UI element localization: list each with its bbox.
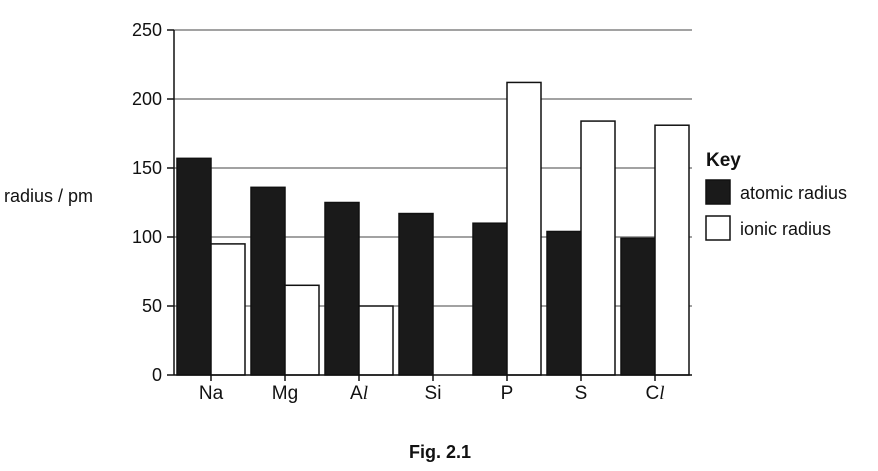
bar-ionic-radius xyxy=(580,120,616,376)
y-tick-label: 0 xyxy=(152,365,162,385)
x-tick-label: Si xyxy=(425,383,442,404)
x-tick-label: P xyxy=(501,383,514,404)
bar-ionic-radius xyxy=(654,124,690,376)
bar-atomic-radius xyxy=(472,222,508,376)
bar-ionic-radius xyxy=(210,243,246,376)
bar-ionic-radius xyxy=(284,284,320,376)
legend-swatch xyxy=(705,179,731,205)
bars xyxy=(176,81,690,376)
x-tick-label: Mg xyxy=(272,383,298,404)
x-tick-label: Cl xyxy=(645,383,664,404)
legend-title: Key xyxy=(706,150,741,171)
bar-atomic-radius xyxy=(324,201,360,376)
legend: Key atomic radius ionic radius xyxy=(705,150,847,241)
x-tick-label: S xyxy=(575,383,588,404)
x-tick-label: Al xyxy=(350,383,368,404)
bar-ionic-radius xyxy=(506,81,542,376)
y-tick-label: 200 xyxy=(132,89,162,109)
y-tick-label: 150 xyxy=(132,158,162,178)
bar-atomic-radius xyxy=(398,212,434,376)
y-tick-label: 250 xyxy=(132,20,162,40)
legend-swatch xyxy=(705,215,731,241)
y-axis-label: radius / pm xyxy=(4,186,93,206)
legend-label: ionic radius xyxy=(740,219,831,239)
bar-atomic-radius xyxy=(546,230,582,376)
axes: 0 50 100 150 200 250 Na Mg Al Si P S Cl xyxy=(132,20,692,404)
x-tick-label: Na xyxy=(199,383,224,404)
bar-atomic-radius xyxy=(250,186,286,376)
bar-atomic-radius xyxy=(620,237,656,376)
y-tick-label: 100 xyxy=(132,227,162,247)
bar-ionic-radius xyxy=(358,305,394,376)
bar-atomic-radius xyxy=(176,157,212,376)
y-tick-label: 50 xyxy=(142,296,162,316)
figure-caption: Fig. 2.1 xyxy=(409,442,471,462)
legend-label: atomic radius xyxy=(740,183,847,203)
